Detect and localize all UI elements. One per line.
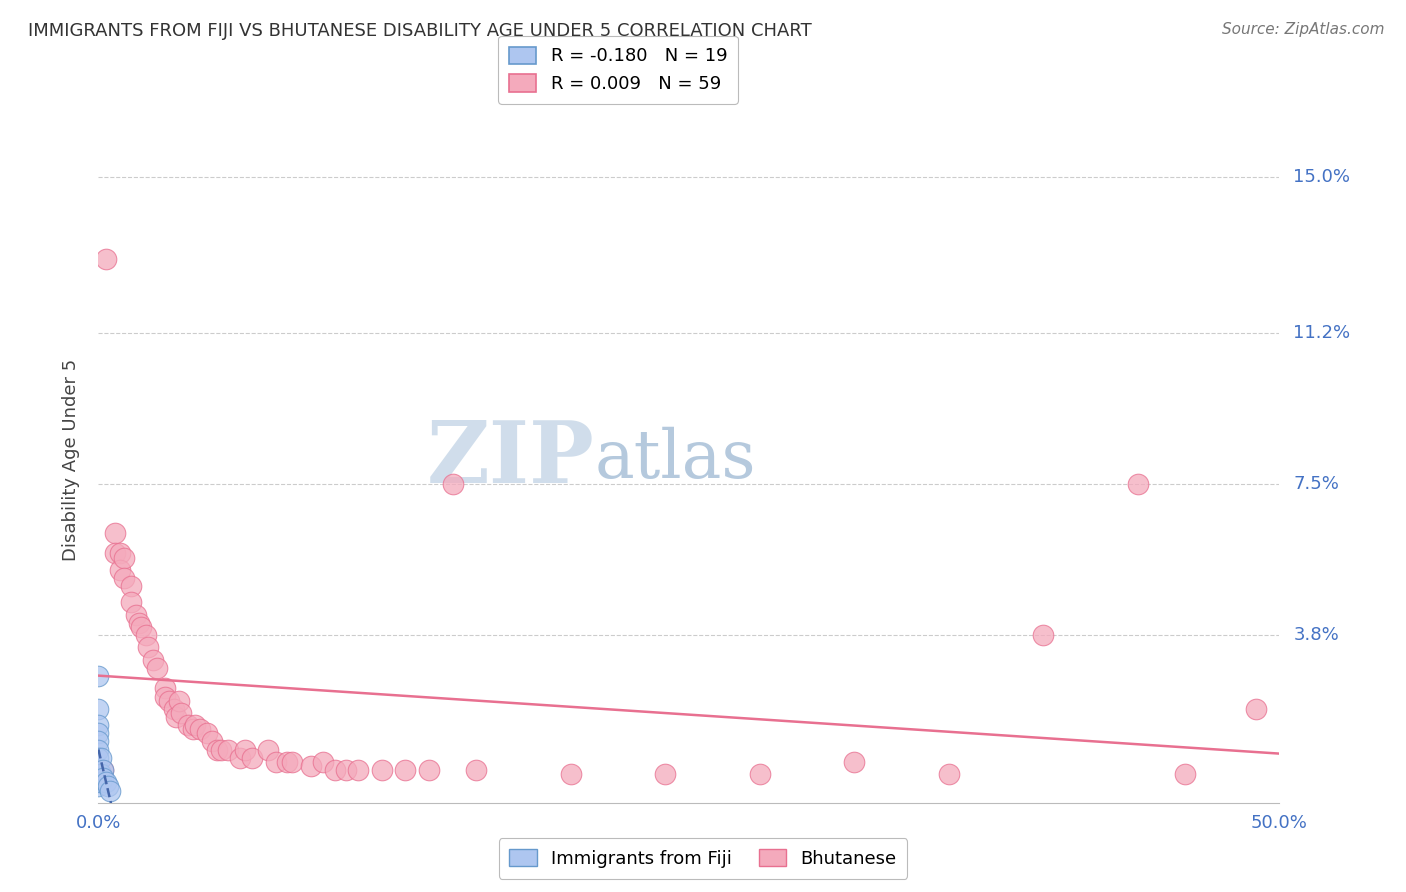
Point	[112, 571, 135, 585]
Point	[167, 693, 190, 707]
Point	[87, 734, 110, 748]
Point	[163, 702, 186, 716]
Point	[91, 771, 114, 786]
Point	[217, 742, 239, 756]
Point	[91, 763, 114, 777]
Point	[146, 661, 169, 675]
Point	[209, 742, 232, 756]
Point	[205, 742, 228, 756]
Point	[87, 751, 110, 765]
Point	[201, 734, 224, 748]
Point	[90, 767, 112, 781]
Point	[87, 763, 110, 777]
Point	[87, 702, 110, 716]
Point	[135, 628, 157, 642]
Point	[153, 681, 176, 696]
Point	[938, 767, 960, 781]
Point	[299, 759, 322, 773]
Text: 3.8%: 3.8%	[1294, 626, 1339, 644]
Point	[125, 607, 148, 622]
Point	[418, 763, 440, 777]
Point	[91, 763, 114, 777]
Text: atlas: atlas	[595, 426, 756, 492]
Point	[90, 775, 112, 789]
Point	[87, 718, 110, 732]
Point	[87, 726, 110, 740]
Legend: Immigrants from Fiji, Bhutanese: Immigrants from Fiji, Bhutanese	[499, 838, 907, 879]
Point	[188, 723, 211, 737]
Legend: R = -0.180   N = 19, R = 0.009   N = 59: R = -0.180 N = 19, R = 0.009 N = 59	[498, 36, 738, 104]
Point	[136, 640, 159, 655]
Point	[108, 563, 131, 577]
Point	[335, 763, 357, 777]
Point	[87, 775, 110, 789]
Point	[347, 763, 370, 777]
Point	[312, 755, 335, 769]
Point	[748, 767, 770, 781]
Point	[87, 780, 110, 794]
Point	[844, 755, 866, 769]
Point	[181, 723, 204, 737]
Point	[233, 742, 256, 756]
Point	[94, 775, 117, 789]
Point	[1032, 628, 1054, 642]
Text: 11.2%: 11.2%	[1294, 324, 1351, 342]
Point	[257, 742, 280, 756]
Point	[121, 595, 143, 609]
Text: IMMIGRANTS FROM FIJI VS BHUTANESE DISABILITY AGE UNDER 5 CORRELATION CHART: IMMIGRANTS FROM FIJI VS BHUTANESE DISABI…	[28, 22, 811, 40]
Point	[1126, 477, 1149, 491]
Point	[90, 751, 112, 765]
Point	[97, 780, 120, 794]
Point	[153, 690, 176, 704]
Point	[441, 477, 464, 491]
Point	[165, 710, 187, 724]
Point	[654, 767, 676, 781]
Point	[157, 693, 180, 707]
Point	[142, 653, 165, 667]
Point	[112, 550, 135, 565]
Point	[104, 546, 127, 560]
Point	[229, 751, 252, 765]
Point	[195, 726, 218, 740]
Point	[1174, 767, 1197, 781]
Point	[1244, 702, 1267, 716]
Point	[98, 783, 121, 797]
Point	[264, 755, 287, 769]
Point	[276, 755, 298, 769]
Point	[371, 763, 394, 777]
Point	[87, 669, 110, 683]
Point	[560, 767, 582, 781]
Text: ZIP: ZIP	[426, 417, 595, 501]
Text: 15.0%: 15.0%	[1294, 169, 1350, 186]
Point	[121, 579, 143, 593]
Point	[94, 252, 117, 266]
Point	[108, 546, 131, 560]
Point	[394, 763, 416, 777]
Y-axis label: Disability Age Under 5: Disability Age Under 5	[62, 359, 80, 560]
Point	[323, 763, 346, 777]
Text: Source: ZipAtlas.com: Source: ZipAtlas.com	[1222, 22, 1385, 37]
Point	[465, 763, 488, 777]
Point	[128, 615, 150, 630]
Point	[129, 620, 152, 634]
Point	[184, 718, 207, 732]
Point	[87, 742, 110, 756]
Point	[87, 771, 110, 786]
Point	[170, 706, 193, 720]
Point	[281, 755, 304, 769]
Point	[104, 526, 127, 541]
Point	[177, 718, 200, 732]
Point	[240, 751, 263, 765]
Text: 7.5%: 7.5%	[1294, 475, 1340, 493]
